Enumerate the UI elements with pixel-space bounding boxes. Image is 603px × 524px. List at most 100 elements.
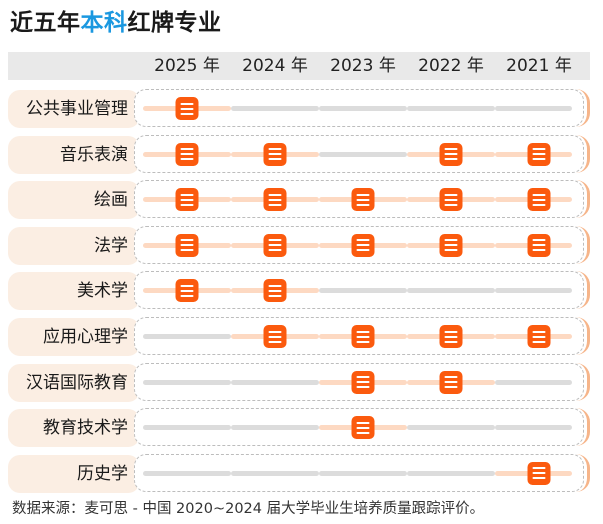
inactive-track-segment (143, 470, 231, 476)
marker-line (356, 431, 370, 434)
marker-line (532, 472, 546, 475)
inactive-track-segment (143, 379, 231, 385)
major-label: 音乐表演 (8, 135, 140, 174)
red-card-marker-icon (527, 188, 551, 212)
marker-line (532, 244, 546, 247)
marker-line (180, 198, 194, 201)
table-row: 汉语国际教育 (0, 362, 603, 402)
major-label: 公共事业管理 (8, 90, 140, 128)
marker-line (180, 289, 194, 292)
track-end-cap (576, 362, 590, 401)
red-card-marker-icon (527, 461, 551, 485)
inactive-track-segment (319, 288, 407, 294)
red-card-marker-icon (527, 233, 551, 257)
marker-line (356, 193, 370, 196)
red-card-marker-icon (351, 233, 375, 257)
marker-line (444, 158, 458, 161)
year-column-header: 2025 年 (154, 56, 220, 76)
inactive-track-segment (495, 379, 572, 385)
marker-line (532, 330, 546, 333)
red-card-marker-icon (439, 233, 463, 257)
inactive-track-segment (407, 106, 495, 111)
marker-line (444, 335, 458, 338)
red-card-marker-icon (439, 188, 463, 212)
marker-line (180, 158, 194, 161)
red-card-marker-icon (527, 325, 551, 348)
table-row: 音乐表演 (0, 134, 603, 174)
marker-line (180, 112, 194, 115)
marker-line (268, 294, 282, 297)
marker-line (444, 330, 458, 333)
red-card-marker-icon (263, 325, 287, 348)
marker-line (180, 244, 194, 247)
red-card-marker-icon (527, 142, 551, 166)
inactive-track-segment (319, 470, 407, 476)
red-card-marker-icon (351, 370, 375, 394)
inactive-track-segment (231, 106, 319, 111)
inactive-track-segment (495, 106, 572, 111)
table-row: 教育技术学 (0, 407, 603, 448)
marker-line (532, 239, 546, 242)
red-card-marker-icon (351, 416, 375, 440)
inactive-track-segment (319, 151, 407, 157)
marker-line (268, 193, 282, 196)
marker-line (180, 193, 194, 196)
red-card-marker-icon (439, 370, 463, 394)
track-end-cap (576, 225, 590, 264)
marker-line (180, 148, 194, 151)
red-card-marker-icon (263, 233, 287, 257)
marker-line (444, 249, 458, 252)
marker-line (268, 203, 282, 206)
title-suffix: 红牌专业 (127, 10, 222, 36)
year-column-header: 2022 年 (418, 56, 484, 76)
marker-line (268, 340, 282, 343)
marker-line (268, 148, 282, 151)
marker-line (532, 335, 546, 338)
track-end-cap (576, 180, 590, 219)
red-card-marker-icon (351, 325, 375, 348)
red-card-marker-icon (175, 279, 199, 303)
major-label: 历史学 (8, 454, 140, 493)
marker-line (268, 158, 282, 161)
marker-line (356, 335, 370, 338)
major-label: 法学 (8, 226, 140, 265)
inactive-track-segment (143, 425, 231, 431)
inactive-track-segment (231, 470, 319, 476)
red-card-marker-icon (263, 142, 287, 166)
red-card-marker-icon (175, 142, 199, 166)
marker-line (532, 158, 546, 161)
marker-line (356, 203, 370, 206)
table-row: 历史学 (0, 453, 603, 493)
marker-line (268, 289, 282, 292)
title-highlight: 本科 (80, 10, 128, 36)
inactive-track-segment (407, 425, 495, 431)
inactive-track-segment (231, 425, 319, 431)
marker-line (356, 381, 370, 384)
marker-line (180, 153, 194, 156)
marker-line (356, 421, 370, 424)
major-label: 美术学 (8, 272, 140, 311)
inactive-track-segment (319, 106, 407, 111)
inactive-track-segment (495, 288, 572, 294)
track-end-cap (576, 408, 590, 447)
marker-line (444, 381, 458, 384)
marker-line (444, 203, 458, 206)
marker-line (532, 340, 546, 343)
title-prefix: 近五年 (10, 10, 81, 36)
marker-line (356, 330, 370, 333)
table-row: 应用心理学 (0, 316, 603, 356)
marker-line (444, 239, 458, 242)
marker-line (180, 294, 194, 297)
marker-line (180, 203, 194, 206)
track-end-cap (576, 453, 590, 492)
marker-line (444, 193, 458, 196)
major-label: 教育技术学 (8, 409, 140, 448)
marker-line (444, 376, 458, 379)
red-card-marker-icon (175, 233, 199, 257)
marker-line (532, 477, 546, 480)
inactive-track-segment (495, 425, 572, 431)
marker-line (532, 193, 546, 196)
marker-line (180, 249, 194, 252)
red-card-marker-icon (263, 188, 287, 212)
major-label: 绘画 (8, 181, 140, 220)
